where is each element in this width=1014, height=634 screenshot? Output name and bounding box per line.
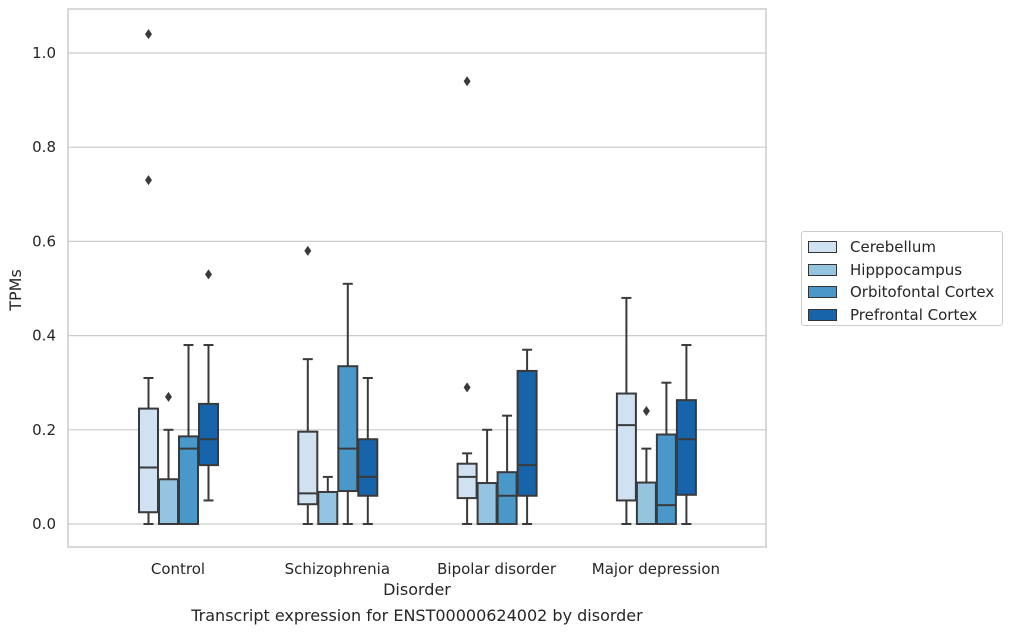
box-iqr bbox=[297, 430, 319, 506]
box-cerebellum bbox=[615, 296, 637, 525]
y-tick-label: 0.6 bbox=[32, 232, 56, 250]
box-iqr bbox=[357, 438, 379, 497]
box-hipppocampus bbox=[635, 405, 657, 525]
legend-label: Cerebellum bbox=[850, 238, 936, 257]
x-tick-label: Control bbox=[151, 560, 205, 578]
box-iqr bbox=[158, 478, 179, 526]
y-tick-label: 0.0 bbox=[32, 515, 56, 533]
outlier-point bbox=[145, 29, 152, 40]
box-iqr bbox=[178, 435, 199, 526]
y-tick-label: 0.8 bbox=[32, 138, 56, 156]
box-cerebellum bbox=[138, 29, 159, 525]
box-iqr bbox=[615, 392, 637, 502]
outlier-point bbox=[145, 175, 152, 186]
box-prefrontal-cortex bbox=[357, 376, 379, 525]
legend-label: Orbitofontal Cortex bbox=[850, 283, 995, 302]
box-iqr bbox=[655, 433, 677, 526]
y-axis-title: TPMs bbox=[6, 269, 25, 312]
outlier-point bbox=[165, 391, 172, 402]
box-hipppocampus bbox=[476, 428, 498, 526]
y-tick-label: 1.0 bbox=[32, 44, 56, 62]
legend-item-cerebellum: Cerebellum bbox=[808, 236, 1002, 259]
outlier-point bbox=[304, 245, 312, 256]
x-tick-label: Bipolar disorder bbox=[437, 560, 557, 578]
legend-swatch-cerebellum bbox=[808, 241, 837, 254]
box-orbitofontal-cortex bbox=[337, 282, 359, 525]
box-hipppocampus bbox=[158, 391, 179, 526]
outlier-point bbox=[463, 382, 471, 393]
y-tick-label: 0.2 bbox=[32, 421, 56, 439]
legend-swatch-orbitofrontal-cortex bbox=[808, 286, 837, 299]
legend-label: Hipppocampus bbox=[850, 260, 963, 279]
box-cerebellum bbox=[297, 245, 319, 525]
box-hipppocampus bbox=[317, 475, 339, 525]
y-tick-label: 0.4 bbox=[32, 327, 56, 345]
box-iqr bbox=[476, 482, 498, 526]
box-iqr bbox=[456, 462, 478, 500]
box-cerebellum bbox=[456, 76, 478, 525]
outlier-point bbox=[463, 76, 471, 87]
box-orbitofontal-cortex bbox=[496, 414, 518, 526]
box-iqr bbox=[496, 471, 518, 526]
legend-swatch-hippocampus bbox=[808, 263, 837, 276]
x-axis-title: Disorder bbox=[383, 580, 451, 599]
legend-label: Prefrontal Cortex bbox=[850, 306, 978, 325]
box-prefrontal-cortex bbox=[516, 348, 538, 525]
legend: Cerebellum Hipppocampus Orbitofontal Cor… bbox=[801, 231, 1003, 326]
box-iqr bbox=[516, 369, 538, 497]
x-tick-label: Schizophrenia bbox=[285, 560, 390, 578]
plot-marks bbox=[138, 29, 697, 526]
box-iqr bbox=[317, 490, 339, 525]
outlier-point bbox=[642, 405, 650, 416]
box-orbitofontal-cortex bbox=[655, 381, 677, 526]
outlier-point bbox=[205, 269, 212, 280]
figure-caption: Transcript expression for ENST0000062400… bbox=[191, 606, 643, 625]
box-iqr bbox=[675, 399, 697, 496]
box-iqr bbox=[198, 402, 219, 467]
box-orbitofontal-cortex bbox=[178, 344, 199, 526]
legend-item-hippocampus: Hipppocampus bbox=[808, 259, 1002, 282]
x-axis-ticks: Control Schizophrenia Bipolar disorder Majo… bbox=[151, 560, 720, 578]
box-iqr bbox=[138, 407, 159, 514]
box-iqr bbox=[635, 481, 657, 525]
x-tick-label: Major depression bbox=[592, 560, 720, 578]
legend-item-orbitofrontal-cortex: Orbitofontal Cortex bbox=[808, 281, 1002, 304]
plot-frame bbox=[67, 8, 767, 548]
y-axis-ticks: 0.0 0.2 0.4 0.6 0.8 1.0 bbox=[32, 44, 56, 533]
box-iqr bbox=[337, 365, 359, 493]
box-prefrontal-cortex bbox=[198, 269, 219, 502]
legend-item-prefrontal-cortex: Prefrontal Cortex bbox=[808, 304, 1002, 327]
box-prefrontal-cortex bbox=[675, 344, 697, 525]
legend-swatch-prefrontal-cortex bbox=[808, 309, 837, 322]
